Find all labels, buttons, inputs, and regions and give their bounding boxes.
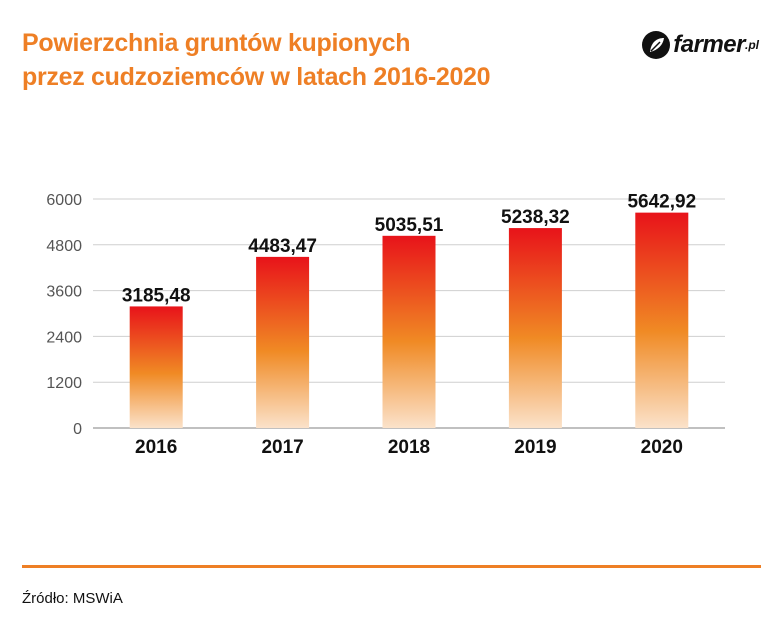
y-tick-label: 0: [73, 421, 82, 438]
x-tick-label: 2016: [135, 437, 177, 458]
x-tick-label: 2017: [261, 437, 303, 458]
value-label: 5035,51: [375, 215, 444, 236]
bar-2020: [635, 212, 689, 428]
y-tick-label: 2400: [46, 329, 82, 346]
divider-line: [22, 565, 761, 568]
title-line-2: przez cudzoziemców w latach 2016-2020: [22, 63, 491, 91]
leaf-icon: [642, 31, 671, 59]
bar-2016: [129, 306, 183, 428]
farmer-logo: farmer .pl: [641, 30, 759, 60]
y-tick-label: 3600: [46, 284, 82, 301]
value-label: 5238,32: [501, 207, 570, 228]
value-label: 5642,92: [627, 192, 696, 213]
bars: 3185,48 4483,47 5035,51 5238,32 5642,92: [122, 192, 696, 428]
x-tick-label: 2019: [514, 437, 556, 458]
bar-2018: [382, 235, 436, 428]
x-tick-label: 2020: [641, 437, 683, 458]
value-label: 4483,47: [248, 236, 317, 257]
bar-2019: [508, 228, 562, 428]
logo-text: farmer: [673, 31, 745, 58]
y-tick-label: 1200: [46, 375, 82, 392]
y-tick-label: 6000: [46, 192, 82, 209]
title-line-1: Powierzchnia gruntów kupionych: [22, 29, 411, 57]
source-note: Źródło: MSWiA: [22, 590, 123, 607]
x-axis: 2016 2017 2018 2019 2020: [135, 437, 683, 458]
logo-suffix: .pl: [745, 38, 759, 52]
y-tick-label: 4800: [46, 238, 82, 255]
value-label: 3185,48: [122, 285, 191, 306]
chart-title: Powierzchnia gruntów kupionych przez cud…: [22, 26, 582, 94]
bar-2017: [256, 256, 310, 428]
y-axis: 0 1200 2400 3600 4800 6000: [46, 192, 82, 438]
x-tick-label: 2018: [388, 437, 430, 458]
